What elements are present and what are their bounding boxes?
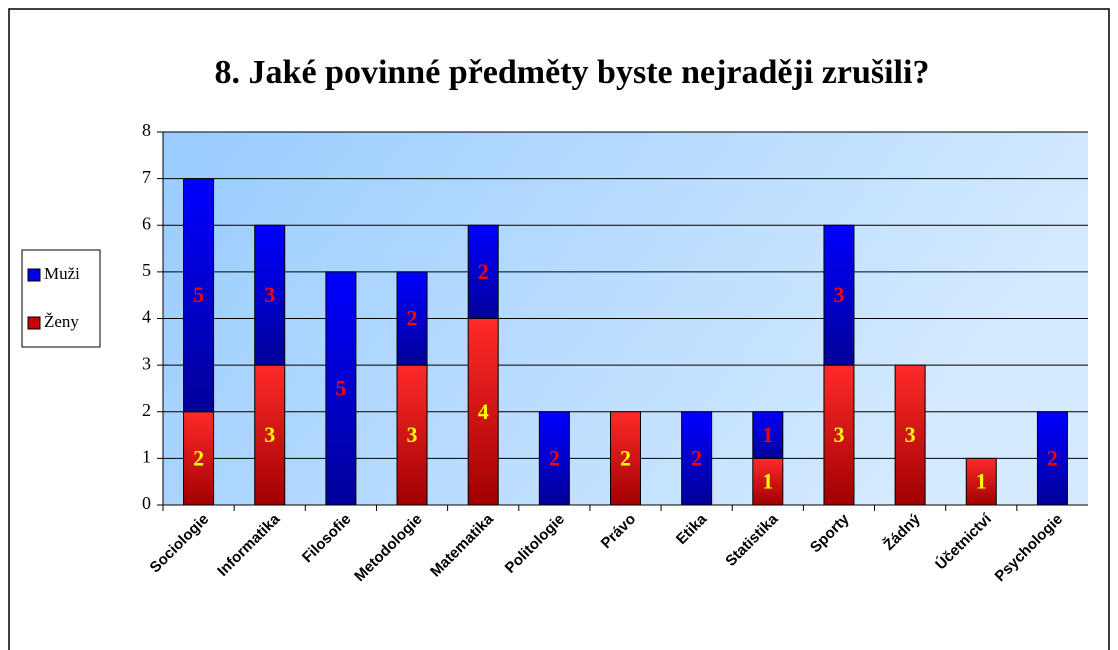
y-tick-label: 2 [142,400,151,420]
legend-label: Ženy [44,312,79,331]
legend-label: Muži [44,264,80,283]
data-label: 2 [407,306,418,331]
data-label: 5 [335,375,346,400]
data-label: 2 [620,445,631,470]
bar-segment [752,411,784,459]
bar-segment [823,364,855,506]
bar-segment [325,271,357,506]
bar-segment [183,178,215,413]
data-label: 3 [407,422,418,447]
y-tick-label: 5 [142,260,151,280]
bar-segment [823,224,855,366]
bar-segment [681,411,713,506]
data-label: 3 [264,282,275,307]
bar-segment [610,411,641,506]
data-label: 5 [193,282,204,307]
bar-segment [467,224,499,319]
bar-segment [396,271,428,366]
legend [21,249,101,348]
data-label: 3 [905,422,916,447]
y-tick-label: 3 [142,353,151,373]
y-tick-label: 1 [142,447,151,467]
bar-segment [538,411,570,506]
bar-segment [467,318,499,506]
y-tick-label: 8 [142,120,151,140]
y-tick-label: 0 [142,493,151,513]
data-label: 3 [833,282,844,307]
legend-swatch [27,316,41,330]
chart-title: 8. Jaké povinné předměty byste nejraději… [215,54,930,91]
data-label: 2 [1047,445,1058,470]
data-label: 2 [549,445,560,470]
data-label: 3 [833,422,844,447]
data-label: 1 [762,422,773,447]
y-tick-label: 4 [142,307,151,327]
y-tick-label: 7 [142,167,151,187]
data-label: 2 [478,259,489,284]
data-label: 2 [691,445,702,470]
legend-swatch [27,268,41,282]
data-label: 1 [976,469,987,494]
legend-box [21,249,101,348]
bar-segment [183,411,215,506]
bar-segment [254,364,286,506]
data-label: 3 [264,422,275,447]
y-tick-label: 6 [142,213,151,233]
bar-segment [965,457,997,506]
data-label: 1 [762,469,773,494]
data-label: 4 [478,399,489,424]
bar-segment [396,364,428,506]
data-label: 2 [193,445,204,470]
bar-segment [254,224,286,366]
